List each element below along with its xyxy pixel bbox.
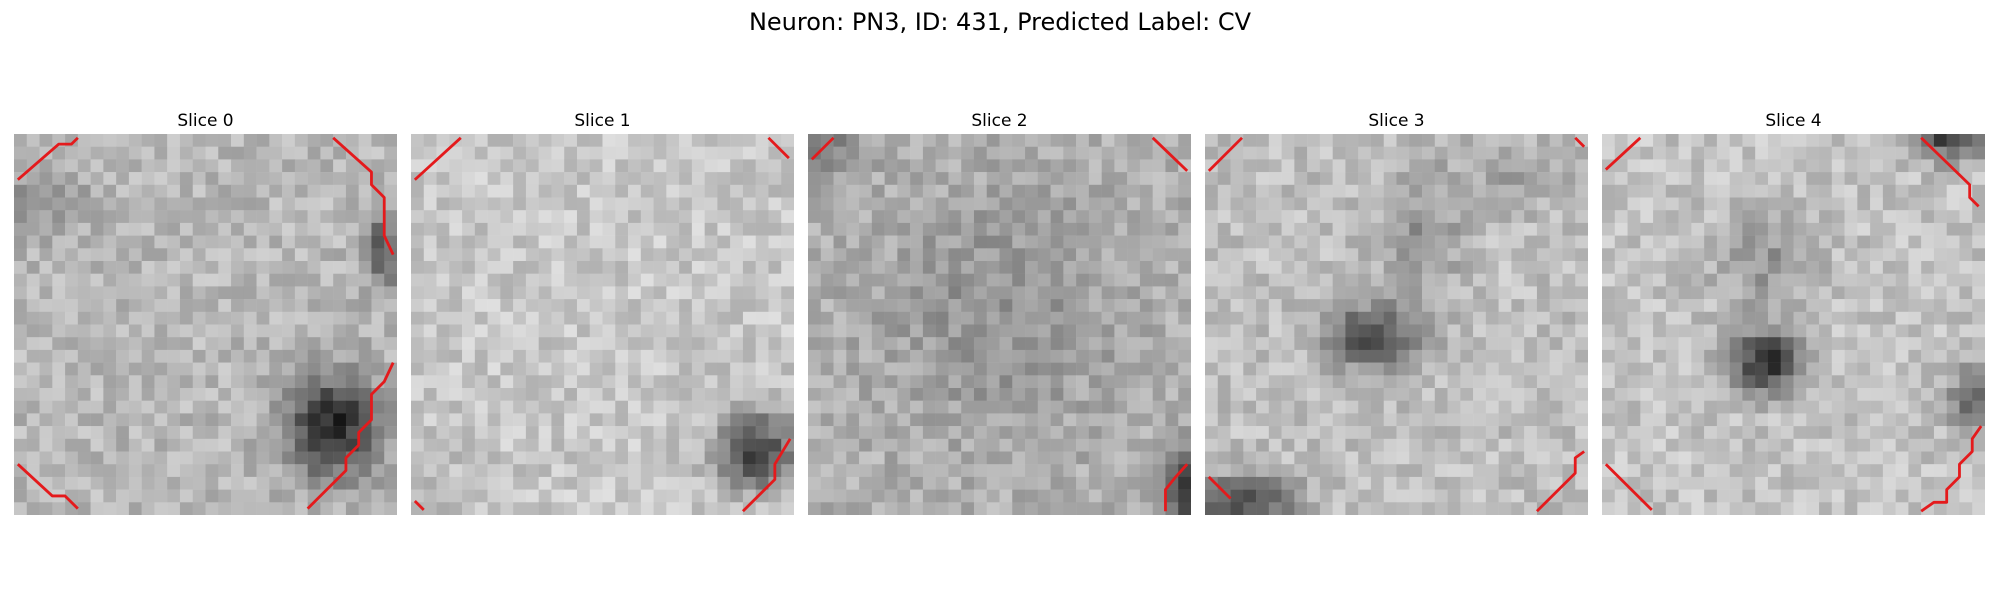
slice-image-2 — [808, 134, 1191, 515]
slice-image-0 — [14, 134, 397, 515]
slice-panel-3: Slice 3 — [1205, 108, 1588, 515]
slice-image-3 — [1205, 134, 1588, 515]
figure-title: Neuron: PN3, ID: 431, Predicted Label: C… — [748, 8, 1252, 36]
slice-panel-4: Slice 4 — [1602, 108, 1985, 515]
slice-title-1: Slice 1 — [574, 111, 631, 131]
slice-panel-2: Slice 2 — [808, 108, 1191, 515]
slice-panel-1: Slice 1 — [411, 108, 794, 515]
slice-image-4 — [1602, 134, 1985, 515]
slice-title-0: Slice 0 — [177, 111, 234, 131]
slice-title-3: Slice 3 — [1368, 111, 1425, 131]
slice-title-2: Slice 2 — [971, 111, 1028, 131]
slice-panel-0: Slice 0 — [14, 108, 397, 515]
slice-image-1 — [411, 134, 794, 515]
slice-title-4: Slice 4 — [1765, 111, 1822, 131]
